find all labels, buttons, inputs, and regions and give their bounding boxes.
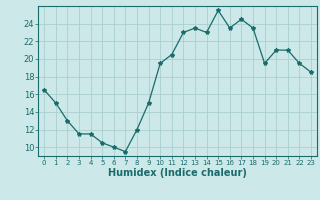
X-axis label: Humidex (Indice chaleur): Humidex (Indice chaleur) [108,168,247,178]
